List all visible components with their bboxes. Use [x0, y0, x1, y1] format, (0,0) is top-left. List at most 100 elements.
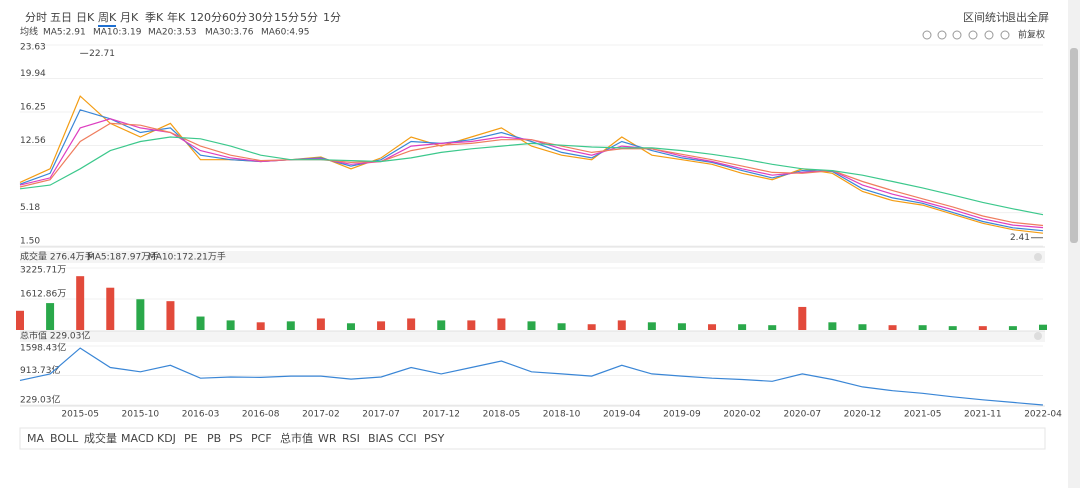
- price-panel-title: 均线: [20, 26, 38, 38]
- volume-bar: [798, 306, 807, 330]
- volume-bar: [948, 326, 957, 330]
- volume-bar: [738, 324, 747, 330]
- y-tick-label: 1612.86万: [20, 289, 66, 299]
- period-tab[interactable]: 日K: [76, 11, 95, 24]
- tool-icon[interactable]: [984, 30, 994, 40]
- volume-bar: [256, 322, 265, 330]
- period-tab[interactable]: 年K: [167, 10, 186, 24]
- cap-header: [20, 331, 1045, 342]
- indicator-tab[interactable]: 成交量: [84, 431, 117, 445]
- period-tab[interactable]: 周K: [98, 11, 117, 24]
- indicator-tab[interactable]: BOLL: [50, 432, 79, 445]
- volume-bar: [918, 325, 927, 330]
- indicator-tab[interactable]: BIAS: [368, 432, 393, 445]
- panel-close-icons: [1034, 253, 1042, 340]
- indicator-tab[interactable]: MACD: [121, 432, 154, 445]
- volume-bar: [978, 326, 987, 330]
- volume-bar: [286, 321, 295, 330]
- period-tab[interactable]: 5分: [300, 11, 318, 24]
- indicator-tab[interactable]: PCF: [251, 432, 272, 445]
- tool-icon[interactable]: [922, 30, 932, 40]
- tool-icon[interactable]: [937, 30, 947, 40]
- legend-item: MA10:3.19: [93, 28, 142, 38]
- adjust-mode[interactable]: 前复权: [1018, 29, 1045, 41]
- tool-icon[interactable]: [952, 30, 962, 40]
- scrollbar-thumb[interactable]: [1070, 48, 1078, 243]
- volume-bar: [136, 299, 145, 330]
- volume-bar: [587, 324, 596, 330]
- indicator-tab[interactable]: CCI: [398, 432, 417, 445]
- period-tab[interactable]: 月K: [120, 11, 139, 24]
- volume-bar: [437, 320, 446, 330]
- volume-bar: [497, 318, 506, 330]
- indicator-tab[interactable]: 总市值: [280, 431, 313, 445]
- legend-item: MA5:2.91: [43, 28, 86, 38]
- period-tab[interactable]: 1分: [323, 11, 341, 24]
- action-link[interactable]: 区间统计: [963, 11, 1007, 24]
- x-tick-label: 2017-12: [422, 410, 460, 420]
- volume-bar: [708, 324, 717, 330]
- x-tick-label: 2018-05: [483, 410, 521, 420]
- indicator-tab[interactable]: KDJ: [157, 432, 176, 445]
- x-tick-label: 2016-08: [242, 410, 280, 420]
- close-icon[interactable]: [1034, 253, 1042, 261]
- indicator-tab[interactable]: PE: [184, 432, 198, 445]
- indicator-tab[interactable]: PB: [207, 432, 221, 445]
- extreme-label: 2.41: [1010, 233, 1030, 243]
- indicator-tab[interactable]: PSY: [424, 432, 445, 445]
- period-tab[interactable]: 30分: [248, 11, 273, 24]
- x-tick-label: 2020-07: [783, 410, 821, 420]
- indicator-tab[interactable]: RSI: [342, 432, 360, 445]
- x-tick-label: 2019-09: [663, 410, 701, 420]
- period-tab[interactable]: 五日: [50, 11, 72, 24]
- indicator-tab[interactable]: MA: [27, 432, 44, 445]
- volume-bar: [106, 287, 115, 330]
- y-tick-label: 1.50: [20, 237, 40, 247]
- y-tick-label: 3225.71万: [20, 266, 66, 276]
- action-link[interactable]: 退出全屏: [1005, 10, 1049, 24]
- x-tick-label: 2018-10: [543, 410, 581, 420]
- volume-header: [20, 251, 1045, 263]
- period-tab[interactable]: 季K: [145, 11, 164, 24]
- volume-bar: [377, 321, 386, 330]
- volume-bar: [196, 316, 205, 330]
- volume-bar: [858, 324, 867, 330]
- x-tick-label: 2019-04: [603, 410, 641, 420]
- legend-item: MA5:187.97万手: [87, 251, 159, 263]
- period-tab[interactable]: 分时: [25, 11, 47, 24]
- volume-bar: [1008, 326, 1017, 330]
- ma-line: [19, 109, 1044, 232]
- volume-bar: [346, 323, 355, 330]
- ma-line: [19, 118, 1044, 229]
- volume-bar: [467, 320, 476, 330]
- y-tick-label: 16.25: [20, 103, 46, 113]
- x-tick-label: 2017-02: [302, 410, 340, 420]
- x-tick-label: 2016-03: [182, 410, 220, 420]
- period-tab[interactable]: 15分: [274, 11, 299, 24]
- period-tab[interactable]: 120分: [190, 11, 222, 24]
- volume-bar: [677, 323, 686, 330]
- volume-bar: [166, 301, 175, 330]
- volume-bar: [617, 320, 626, 330]
- tool-icon[interactable]: [968, 30, 978, 40]
- period-tab[interactable]: 60分: [222, 11, 247, 24]
- ma-line: [19, 347, 1044, 406]
- legend-item: MA10:172.21万手: [148, 251, 226, 263]
- indicator-tab[interactable]: WR: [318, 432, 337, 445]
- indicator-bar: [19, 427, 1046, 450]
- x-tick-label: 2020-02: [723, 410, 761, 420]
- volume-bar: [76, 276, 85, 330]
- close-icon[interactable]: [1034, 332, 1042, 340]
- tool-icon[interactable]: [1000, 30, 1010, 40]
- y-tick-label: 229.03亿: [20, 394, 61, 406]
- volume-bar: [316, 318, 325, 330]
- y-tick-label: 19.94: [20, 69, 46, 79]
- tool-icons: [922, 30, 1010, 40]
- x-tick-label: 2015-10: [122, 410, 160, 420]
- volume-bar: [46, 303, 55, 330]
- indicator-tab[interactable]: PS: [229, 432, 243, 445]
- legend-item: MA20:3.53: [148, 28, 196, 38]
- x-tick-label: 2022-04: [1024, 410, 1062, 420]
- volume-bar: [557, 323, 566, 330]
